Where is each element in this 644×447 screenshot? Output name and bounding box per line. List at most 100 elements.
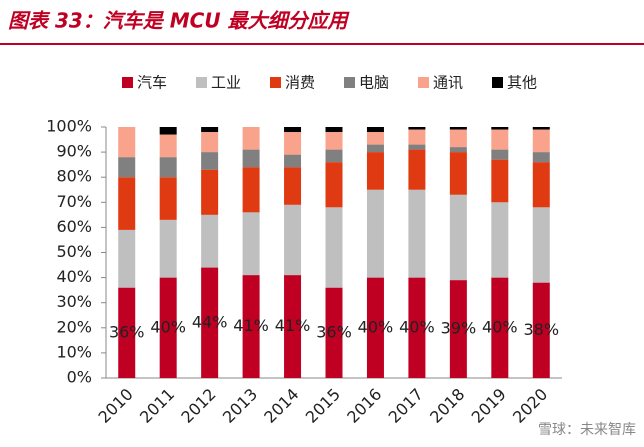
bar-segment [118,229,136,288]
bar-segment [201,152,219,170]
bar-segment [408,277,426,378]
bar-segment [201,132,219,153]
legend-swatch [122,77,133,88]
legend-label: 工业 [211,74,241,92]
bar-segment [449,127,467,130]
bar-segment [532,282,550,378]
legend-label: 通讯 [433,74,463,92]
bar-segment [491,159,509,203]
bar-segment [118,177,136,230]
bar-segment [159,219,177,278]
bar-segment [366,152,384,190]
bar-segment [366,132,384,145]
bar-segment [201,267,219,378]
watermark: 雪球：未来智库 [538,422,636,438]
bar-segment [325,162,343,208]
bar-segment [408,144,426,150]
y-tick-label: 20% [56,317,92,336]
bar-segment [366,127,384,133]
value-label: 44% [192,312,228,331]
value-label: 40% [482,317,518,336]
bar-segment [532,152,550,163]
bar-segment [325,127,343,133]
bar-segment [491,129,509,150]
bar-segment [408,129,426,145]
legend-swatch [418,77,429,88]
bar-segment [449,129,467,148]
value-label: 40% [358,317,394,336]
y-tick-label: 80% [56,167,92,186]
x-tick-label: 2019 [468,385,510,427]
value-label: 40% [399,317,435,336]
bar-segment [449,280,467,378]
bar-segment [449,152,467,195]
legend-label: 消费 [285,74,315,92]
value-label: 41% [233,316,269,335]
value-label: 39% [441,319,477,338]
bar-segment [118,157,136,178]
x-tick-label: 2015 [302,385,344,427]
x-tick-label: 2018 [426,385,468,427]
bar-segment [532,127,550,130]
bar-segment [532,162,550,208]
y-tick-label: 0% [67,368,92,387]
bar-segment [284,275,302,378]
bar-segment [532,129,550,153]
y-tick-label: 90% [56,142,92,161]
bar-segment [491,277,509,378]
bar-segment [159,277,177,378]
legend-label: 其他 [507,74,537,92]
bar-segment [408,149,426,190]
bar-segment [284,132,302,155]
bar-segment [242,149,260,168]
bar-segment [366,144,384,153]
bar-segment [325,149,343,163]
bar-segment [366,277,384,378]
bar-segment [325,287,343,378]
bar-segment [532,207,550,283]
legend-swatch [196,77,207,88]
bar-segment [284,204,302,276]
bar-segment [159,157,177,178]
bar-segment [242,167,260,213]
bar-segment [491,202,509,278]
bar-segment [491,127,509,130]
bar-segment [118,287,136,378]
x-tick-label: 2020 [509,385,551,427]
legend-swatch [492,77,503,88]
x-tick-label: 2010 [95,385,137,427]
value-label: 38% [523,320,559,339]
bar-segment [284,154,302,168]
bar-segment [325,207,343,288]
y-tick-label: 100% [46,117,92,136]
x-tick-label: 2014 [260,385,302,427]
y-tick-label: 50% [56,242,92,261]
bar-segment [159,134,177,158]
x-tick-label: 2016 [343,385,385,427]
bar-segment [242,127,260,150]
value-label: 36% [316,322,352,341]
bar-segment [242,212,260,276]
bar-segment [408,127,426,130]
legend-label: 电脑 [359,74,389,92]
bar-segment [408,189,426,278]
bar-segment [201,169,219,215]
bar-segment [284,127,302,133]
value-label: 41% [275,316,311,335]
bar-segment [242,275,260,378]
x-tick-label: 2013 [219,385,261,427]
bar-segment [449,194,467,281]
y-tick-label: 60% [56,217,92,236]
bar-segment [491,149,509,160]
bar-segment [449,147,467,153]
bar-segment [159,127,177,135]
y-tick-label: 70% [56,192,92,211]
bar-segment [159,177,177,220]
bar-segment [325,132,343,150]
bar-segment [366,189,384,278]
value-label: 36% [109,322,145,341]
value-label: 40% [150,317,186,336]
bar-segment [201,214,219,268]
chart-title: 图表 33：汽车是 MCU 最大细分应用 [8,9,351,33]
